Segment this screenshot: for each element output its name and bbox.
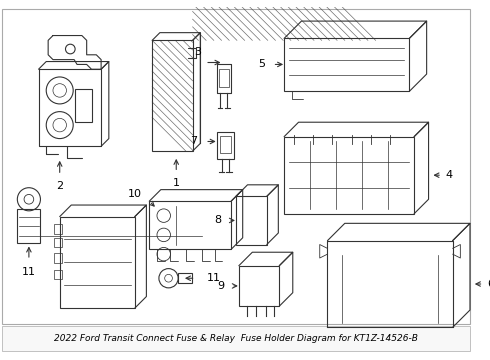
Text: 11: 11 — [22, 267, 36, 277]
Bar — [178, 273, 192, 283]
Bar — [152, 40, 193, 151]
Text: 1: 1 — [173, 178, 180, 188]
Bar — [17, 209, 41, 243]
Text: 10: 10 — [127, 189, 142, 199]
Bar — [236, 196, 267, 244]
Bar — [284, 39, 409, 91]
Text: 5: 5 — [258, 59, 265, 69]
Bar — [219, 69, 229, 87]
Text: 8: 8 — [215, 215, 221, 225]
Bar — [54, 270, 62, 279]
Text: 7: 7 — [190, 136, 197, 147]
Bar — [149, 201, 231, 249]
Bar — [54, 253, 62, 263]
Bar — [217, 132, 234, 159]
Text: 3: 3 — [194, 47, 201, 57]
Bar — [60, 217, 135, 308]
Bar — [54, 238, 62, 247]
Bar — [239, 266, 279, 306]
Text: 4: 4 — [446, 170, 453, 180]
Bar — [284, 137, 414, 214]
Text: 11: 11 — [207, 273, 221, 283]
Bar — [2, 327, 470, 351]
Text: 9: 9 — [217, 281, 224, 291]
Bar — [75, 89, 93, 122]
Text: 2022 Ford Transit Connect Fuse & Relay  Fuse Holder Diagram for KT1Z-14526-B: 2022 Ford Transit Connect Fuse & Relay F… — [54, 334, 418, 343]
Text: 2: 2 — [56, 181, 63, 191]
Text: 6: 6 — [488, 279, 490, 289]
Bar — [54, 224, 62, 234]
Bar — [220, 136, 231, 153]
